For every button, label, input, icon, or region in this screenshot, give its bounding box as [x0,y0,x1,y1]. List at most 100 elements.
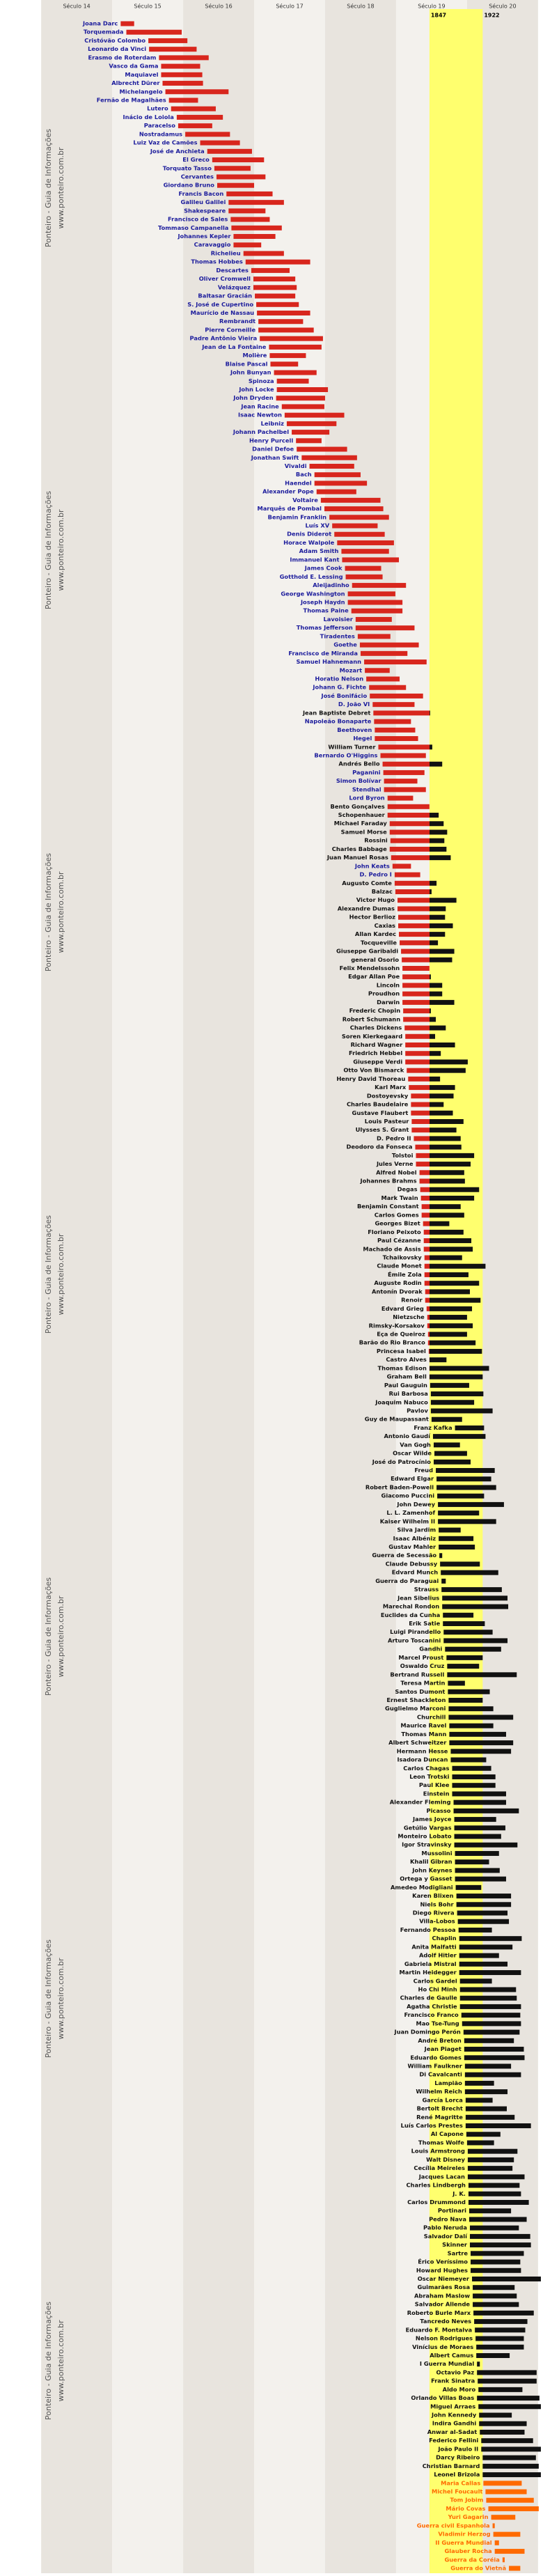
lifespan-bar [467,2157,514,2162]
lifespan-bar [370,693,423,698]
lifespan-bar [405,1033,436,1039]
person-name: Glauber Rocha [444,2547,491,2554]
person-name: Johann Pachelbel [233,428,289,435]
person-name: Maurício de Nassau [191,309,255,316]
person-name: Haendel [285,479,312,486]
lifespan-bar [442,1604,509,1609]
person-name: Adolf Hitler [419,1952,457,1959]
lifespan-bar [403,1008,431,1014]
person-name: Voltaire [292,497,318,504]
lifespan-bar [464,2055,525,2061]
lifespan-bar [483,2481,522,2486]
person-name: Fernando Pessoa [400,1926,456,1933]
person-name: Euclides da Cunha [381,1611,440,1618]
lifespan-bar [466,2132,501,2137]
lifespan-bar [394,872,420,877]
lifespan-bar [366,676,400,682]
person-name: Arturo Toscanini [388,1637,441,1644]
person-name: Joana Darc [82,20,118,27]
person-name: Al Capone [431,2130,464,2137]
lifespan-bar [297,446,347,452]
lifespan-bar [309,463,354,469]
person-name: Federico Fellini [429,2437,478,2444]
lifespan-bar [429,1357,447,1363]
century-column [112,0,184,2573]
lifespan-bar [477,2362,480,2367]
person-name: Carlos Gardel [414,1977,457,1984]
lifespan-bar [423,1229,464,1235]
watermark-url: www.ponteiro.com.br [56,509,65,591]
person-name: Marechal Rondon [383,1603,439,1610]
lifespan-bar [380,753,426,758]
person-name: Michael Faraday [334,820,388,827]
lifespan-bar [456,1902,512,1907]
person-name: Guglielmo Marconi [385,1705,446,1712]
lifespan-bar [457,1910,508,1916]
person-name: Thomas Wolfe [418,2139,464,2146]
lifespan-bar [332,523,378,529]
person-name: II Guerra Mundial [435,2539,492,2546]
person-name: Nelson Rodrigues [416,2335,473,2342]
lifespan-bar [462,2021,521,2027]
lifespan-bar [355,616,392,622]
person-name: José de Anchieta [150,148,205,155]
lifespan-bar [430,1382,469,1388]
lifespan-bar [345,565,381,571]
lifespan-bar [414,1136,461,1141]
person-name: Einstein [423,1790,450,1797]
watermark-url: www.ponteiro.com.br [56,1233,65,1316]
person-name: Erasmo de Roterdam [88,54,156,61]
person-name: Johannes Kepler [177,233,231,240]
lifespan-bar [473,2293,517,2299]
lifespan-bar [468,2183,520,2188]
lifespan-bar [441,1587,502,1593]
person-name: Albert Schweitzer [388,1739,447,1746]
lifespan-bar [502,2557,505,2563]
lifespan-bar [253,276,296,282]
lifespan-bar [448,1680,465,1686]
person-name: Bach [296,471,312,478]
person-name: Gustave Flaubert [352,1109,409,1116]
lifespan-bar [269,353,306,359]
person-name: Galileu Galilei [181,198,226,205]
lifespan-bar [433,1442,460,1448]
watermark-title: Ponteiro - Guia de Informações [44,1215,53,1334]
person-name: Alexandre Dumas [338,905,395,912]
person-name: John Dryden [233,394,273,401]
lifespan-bar [345,574,383,579]
highlight-start-label: 1847 [431,13,446,19]
person-name: Renoir [401,1297,423,1304]
person-name: Goethe [333,641,357,648]
lifespan-bar [443,1638,508,1644]
lifespan-bar [478,2378,537,2384]
lifespan-bar [324,506,384,512]
person-name: Pavlov [407,1407,428,1414]
person-name: Bernardo O'Higgins [314,751,377,758]
lifespan-bar [257,311,310,316]
person-name: Samuel Morse [341,828,387,835]
person-name: Torquemada [84,29,124,36]
person-name: Mark Twain [381,1194,418,1201]
lifespan-bar [492,2523,495,2529]
person-name: Hector Berlioz [349,914,396,921]
lifespan-bar [399,932,446,937]
lifespan-bar [395,889,432,895]
person-name: Rimsky-Korsakov [369,1322,425,1329]
lifespan-bar [448,1715,514,1720]
lifespan-bar [226,191,273,196]
lifespan-bar [466,2140,494,2146]
lifespan-bar [482,2472,541,2478]
lifespan-bar [452,1791,506,1797]
person-name: William Turner [328,743,376,750]
person-name: Soren Kierkegaard [342,1033,402,1040]
person-name: Eduardo Gomes [410,2054,462,2061]
lifespan-bar [347,591,395,597]
person-name: Luís Carlos Prestes [401,2122,463,2129]
person-name: Francisco de Miranda [288,650,358,657]
lifespan-bar [443,1621,485,1626]
watermark-title: Ponteiro - Guia de Informações [44,491,53,609]
person-name: Alfred Nobel [376,1169,417,1176]
lifespan-bar [481,2446,541,2452]
lifespan-bar [467,2174,525,2180]
